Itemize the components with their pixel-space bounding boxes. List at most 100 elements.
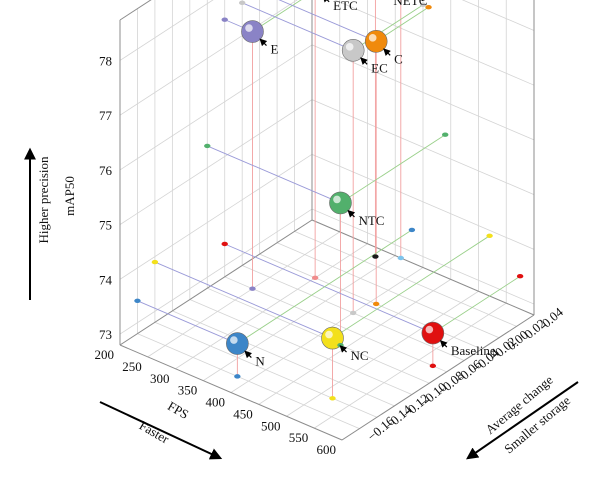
point-label-ec: EC [371,60,388,75]
back-wall-gridline [311,153,535,250]
label-arrow-ec [360,57,368,65]
label-arrow-nc [339,345,348,353]
point-highlight [245,24,253,32]
projection-dot-e [221,17,228,22]
label-arrow-baseline [439,340,448,348]
projection-line-ntc [207,145,341,204]
projection-dot-n [408,227,416,233]
projection-dot-nc [486,233,493,239]
left-wall-gridline [119,44,313,171]
point-highlight [325,330,333,339]
point-e [241,20,264,43]
axis-titles: mAP50 Higher precision FPS Faster Averag… [24,147,579,460]
projection-dot-ntc [204,143,211,149]
x-tick-label: 300 [150,371,170,386]
projection-dot-baseline [221,241,228,247]
back-wall-gridline [461,0,535,31]
projection-line-baseline [224,243,434,334]
label-arrow-n [244,350,252,359]
axes-edge [119,0,152,21]
floor-gridline [147,231,340,358]
point-highlight [368,34,377,42]
projection-line-baseline [432,275,521,334]
point-highlight [345,43,354,51]
projection-dot-nc [329,396,336,401]
projection-dot-c [372,301,380,307]
point-label-etc: ETC [333,0,358,13]
x-tick-label: 250 [122,359,142,374]
floor-gridline [314,302,507,429]
z-tick-label: 78 [99,53,112,68]
point-ntc [329,191,352,215]
point-highlight [230,336,238,344]
floor-gridline [175,243,368,370]
label-arrow-etc [322,0,330,3]
x-tick-label: 350 [178,383,198,398]
x-direction-arrow [99,401,223,460]
projection-line-nc [154,261,333,339]
back-wall-gridline [333,0,535,86]
floor-gridline [294,230,517,327]
z-axis-direction: Higher precision [36,156,51,244]
projection-dot-netc [372,254,379,259]
floor-gridline [276,242,500,339]
projection-dot-ntc [442,132,449,137]
projection-dot-t [397,255,404,261]
point-labels: Baseline N NC NTC E EC C ETC TNETC [244,0,496,369]
x-tick-label: 500 [261,418,281,433]
floor-gridline [154,321,378,418]
data-points [134,0,524,401]
projection-line-e [252,0,302,32]
z-tick-label: 76 [99,163,113,178]
projection-line-n [237,229,413,344]
projection-dot-e [249,286,256,291]
left-wall-gridline [119,208,313,335]
drop-lines [236,0,434,399]
projection-line-ntc [340,134,446,204]
projection-dot-baseline [516,274,524,279]
label-arrow-ntc [347,209,356,218]
point-label-e: E [270,42,278,57]
x-tick-label: 600 [317,442,337,457]
floor-gridline [189,299,412,395]
point-n [226,332,249,355]
point-label-n: N [255,354,265,369]
z-tick-label: 75 [99,218,112,233]
y-direction-arrow [466,381,579,460]
z-tick-label: 77 [99,108,113,123]
axes-edge [341,314,535,441]
axes-box [119,0,535,441]
axes-edge [311,219,535,316]
projection-line-ec [242,2,354,51]
floor-gridline [207,287,430,384]
projection-dot-ec [419,2,427,8]
point-label-nc: NC [351,348,369,363]
point-highlight [425,325,434,334]
x-axis-title: FPS [165,398,191,422]
projection-dot-n [234,374,241,379]
point-label-baseline: Baseline [451,343,496,358]
floor-gridline [259,253,482,350]
label-arrow-c [383,48,391,56]
point-label-ntc: NTC [358,213,384,228]
projection-lines [137,0,521,344]
projection-line-c [278,0,377,42]
projection-dot-ec [349,310,357,316]
back-wall-gridline [311,99,535,195]
floor-gridline [258,279,451,405]
tick-labels: 200250300350400450500550600−0.16−0.14−0.… [95,53,567,457]
projection-dot-baseline [429,363,437,369]
z-axis-title: mAP50 [62,176,77,216]
projection-dot-nc [151,259,159,265]
floor-gridline [224,276,447,373]
floor-gridline [172,310,395,407]
floor-gridline [203,255,396,381]
point-ec [341,39,365,62]
projection-dot-n [134,298,141,304]
floor-gridline [137,333,360,430]
point-label-t: T [419,0,427,4]
left-wall-gridline [119,99,313,225]
projection-line-n [137,300,238,344]
point-label-c: C [394,51,403,66]
